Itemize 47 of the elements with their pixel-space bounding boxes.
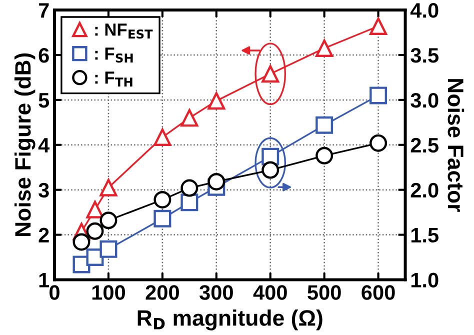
- point: [154, 190, 172, 208]
- y2-axis-title: Noise Factor: [448, 79, 464, 212]
- x-tick-label: 0: [50, 285, 60, 300]
- y-axis-title: Noise Figure (dB): [14, 53, 36, 236]
- y-tick-label: 5: [38, 93, 50, 108]
- point: [316, 116, 334, 134]
- point: [180, 194, 198, 212]
- legend-label: : F$_{SH}$: [95, 48, 133, 63]
- x-tick-label: 600: [362, 285, 395, 300]
- point: [370, 134, 388, 152]
- y2-tick-label: 2.0: [410, 182, 438, 198]
- point: [208, 172, 226, 190]
- x-tick-label: 100: [92, 285, 125, 300]
- point: [180, 109, 198, 127]
- point: [100, 178, 118, 196]
- legend-label: : F$_{TH}$: [95, 72, 132, 86]
- y2-tick-label: 1.5: [411, 228, 439, 243]
- x-tick-label: 200: [146, 285, 179, 300]
- y-tick-label: 4: [38, 138, 50, 152]
- point: [100, 240, 118, 258]
- x-tick-label: 400: [253, 285, 287, 300]
- point: [370, 86, 388, 104]
- point: [154, 128, 172, 146]
- y2-tick-label: 4.0: [410, 3, 438, 18]
- point: [100, 212, 118, 230]
- point: [154, 210, 172, 228]
- point: [316, 40, 334, 58]
- y-tick-label: 7: [38, 3, 49, 18]
- point: [72, 233, 90, 251]
- point: [86, 222, 104, 240]
- y-tick-label: 3: [38, 182, 49, 198]
- point: [180, 179, 198, 197]
- y2-tick-label: 3.5: [410, 48, 439, 63]
- x-tick-label: 300: [200, 285, 233, 300]
- y2-tick-label: 3.0: [410, 92, 438, 108]
- point: [208, 92, 226, 110]
- x-axis-title: R$_{D}$ magnitude (Ω): [138, 310, 322, 330]
- y-tick-label: 6: [38, 48, 49, 63]
- y2-tick-label: 2.5: [410, 138, 439, 153]
- point: [316, 146, 334, 164]
- y-tick-label: 1: [39, 272, 50, 288]
- legend-label: : NF$_{EST}$: [95, 24, 153, 39]
- x-tick-label: 500: [308, 285, 341, 300]
- y2-tick-label: 1.0: [411, 272, 438, 288]
- point: [370, 17, 388, 35]
- point: [86, 200, 104, 218]
- y-tick-label: 2: [38, 228, 49, 242]
